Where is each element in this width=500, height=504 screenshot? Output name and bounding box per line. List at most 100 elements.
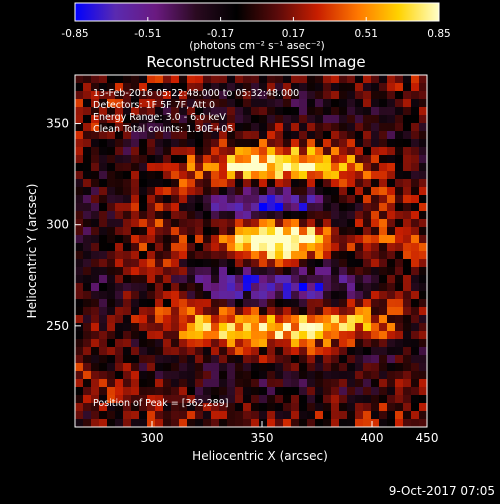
heatmap-cell [355, 163, 364, 172]
heatmap-cell [115, 387, 124, 396]
heatmap-cell [371, 259, 380, 268]
heatmap-cell [195, 203, 204, 212]
heatmap-cell [315, 275, 324, 284]
heatmap-cell [315, 91, 324, 100]
heatmap-cell [315, 203, 324, 212]
heatmap-cell [91, 355, 100, 364]
heatmap-cell [131, 387, 140, 396]
heatmap-cell [307, 115, 316, 124]
heatmap-cell [371, 395, 380, 404]
heatmap-cell [139, 291, 148, 300]
heatmap-cell [251, 315, 260, 324]
heatmap-cell [187, 299, 196, 308]
heatmap-cell [155, 235, 164, 244]
heatmap-cell [139, 363, 148, 372]
heatmap-cell [123, 131, 132, 140]
heatmap-cell [323, 403, 332, 412]
heatmap-cell [315, 147, 324, 156]
heatmap-cell [107, 155, 116, 164]
heatmap-cell [387, 387, 396, 396]
heatmap-cell [179, 347, 188, 356]
heatmap-cell [267, 243, 276, 252]
heatmap-cell [347, 227, 356, 236]
heatmap-cell [267, 227, 276, 236]
heatmap-cell [131, 339, 140, 348]
heatmap-cell [315, 395, 324, 404]
heatmap-cell [379, 395, 388, 404]
heatmap-cell [155, 363, 164, 372]
heatmap-cell [299, 267, 308, 276]
heatmap-cell [179, 307, 188, 316]
heatmap-cell [75, 203, 84, 212]
heatmap-cell [363, 403, 372, 412]
heatmap-cell [83, 195, 92, 204]
heatmap-cell [291, 123, 300, 132]
plot-frame [74, 74, 428, 428]
heatmap-cell [107, 267, 116, 276]
heatmap-cell [291, 379, 300, 388]
heatmap-cell [75, 235, 84, 244]
heatmap-cell [395, 227, 404, 236]
heatmap-cell [75, 139, 84, 148]
heatmap-cell [291, 339, 300, 348]
heatmap-cell [147, 171, 156, 180]
heatmap-cell [131, 179, 140, 188]
heatmap-cell [267, 163, 276, 172]
heatmap-cell [99, 75, 108, 84]
heatmap-cell [307, 75, 316, 84]
heatmap-cell [379, 363, 388, 372]
heatmap-cell [323, 299, 332, 308]
heatmap-cell [347, 187, 356, 196]
heatmap-cell [99, 387, 108, 396]
heatmap-cell [235, 395, 244, 404]
heatmap-cell [347, 235, 356, 244]
heatmap-cell [99, 251, 108, 260]
heatmap-cell [155, 299, 164, 308]
heatmap-cell [363, 195, 372, 204]
heatmap-cell [211, 315, 220, 324]
y-axis-label: Heliocentric Y (arcsec) [25, 184, 39, 319]
heatmap-cell [187, 219, 196, 228]
heatmap-cell [347, 75, 356, 84]
heatmap-cell [419, 211, 428, 220]
heatmap-cell [331, 75, 340, 84]
heatmap-cell [291, 259, 300, 268]
heatmap-cell [299, 147, 308, 156]
heatmap-cell [163, 291, 172, 300]
heatmap-cell [347, 395, 356, 404]
heatmap-cell [259, 259, 268, 268]
heatmap-cell [307, 243, 316, 252]
heatmap-cell [315, 419, 324, 428]
heatmap-cell [387, 91, 396, 100]
heatmap-cell [115, 315, 124, 324]
heatmap-cell [299, 323, 308, 332]
heatmap-cell [195, 83, 204, 92]
heatmap-cell [123, 115, 132, 124]
heatmap-cell [299, 91, 308, 100]
heatmap-cell [155, 91, 164, 100]
heatmap-cell [339, 147, 348, 156]
heatmap-cell [91, 235, 100, 244]
heatmap-cell [283, 203, 292, 212]
heatmap-cell [275, 283, 284, 292]
heatmap-cell [115, 291, 124, 300]
heatmap-cell [107, 395, 116, 404]
heatmap-cell [211, 403, 220, 412]
heatmap-cell [363, 147, 372, 156]
heatmap-cell [163, 307, 172, 316]
heatmap-cell [275, 131, 284, 140]
heatmap-cell [419, 275, 428, 284]
heatmap-cell [395, 259, 404, 268]
heatmap-cell [267, 187, 276, 196]
heatmap-cell [283, 107, 292, 116]
heatmap-cell [155, 339, 164, 348]
heatmap-cell [131, 211, 140, 220]
heatmap-cell [179, 163, 188, 172]
heatmap-cell [131, 227, 140, 236]
heatmap-cell [419, 171, 428, 180]
heatmap-cell [331, 323, 340, 332]
heatmap-cell [147, 75, 156, 84]
heatmap-cell [395, 315, 404, 324]
heatmap-cell [371, 211, 380, 220]
heatmap-cell [395, 195, 404, 204]
